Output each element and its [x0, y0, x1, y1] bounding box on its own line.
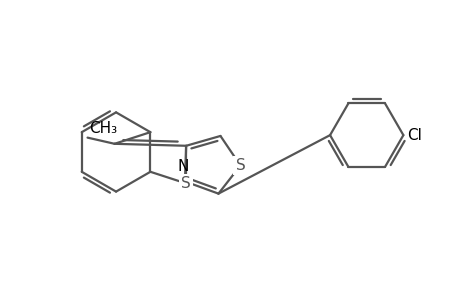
Text: S: S — [235, 158, 245, 173]
Text: S: S — [181, 176, 190, 191]
Text: N: N — [177, 160, 188, 175]
Text: Cl: Cl — [407, 128, 421, 142]
Text: CH₃: CH₃ — [90, 121, 118, 136]
